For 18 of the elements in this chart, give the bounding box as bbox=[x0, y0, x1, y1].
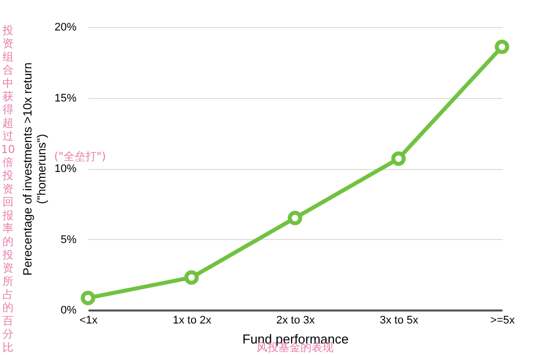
point bbox=[391, 151, 406, 166]
x-tick-label: 2x to 3x bbox=[276, 314, 316, 326]
y-tick-label: 15% bbox=[54, 92, 77, 104]
y-axis-title: Perecentage of investments >10x return ("homeruns") bbox=[20, 62, 48, 276]
y-tick-label: 10% bbox=[54, 163, 77, 175]
point bbox=[184, 270, 199, 285]
annotation: ("全垒打") bbox=[54, 150, 106, 163]
point bbox=[494, 40, 510, 54]
y-tick-label: 0% bbox=[60, 304, 77, 316]
x-tick-label: 3x to 5x bbox=[380, 314, 419, 326]
y-tick-label: 20% bbox=[54, 22, 77, 34]
y-tick-label: 5% bbox=[60, 234, 77, 246]
x-tick-label: 1x to 2x bbox=[172, 314, 212, 326]
point bbox=[80, 290, 96, 306]
text: 投资组合中获得超过10倍投资回报率的投资所占的百分比 bbox=[1, 24, 15, 354]
x-tick-label: >=5x bbox=[490, 314, 516, 326]
x-tick-label: <1x bbox=[79, 314, 98, 326]
point bbox=[288, 210, 302, 226]
